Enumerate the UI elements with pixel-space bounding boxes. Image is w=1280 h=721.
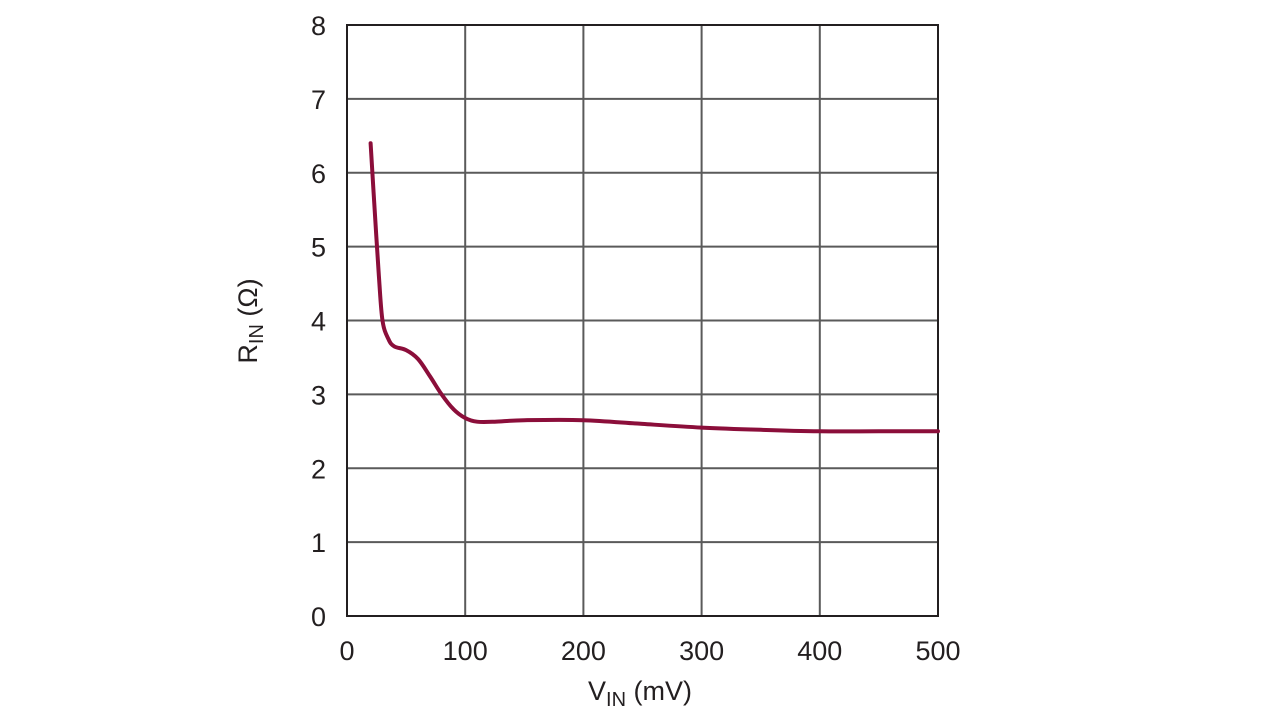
y-tick-label: 7	[311, 85, 326, 115]
y-tick-label: 5	[311, 233, 326, 263]
x-axis-title-sub: IN	[606, 689, 626, 711]
x-tick-label: 400	[797, 636, 842, 666]
plot-frame	[346, 24, 939, 617]
y-tick-labels: 0 1 2 3 4 5 6 7 8	[311, 11, 326, 632]
x-tick-label: 200	[561, 636, 606, 666]
y-tick-label: 1	[311, 528, 326, 558]
grid	[347, 25, 938, 616]
x-axis-title-main: V	[588, 676, 606, 706]
y-tick-label: 6	[311, 159, 326, 189]
y-axis-title-unit: (Ω)	[233, 278, 263, 324]
x-axis-title: VIN (mV)	[588, 676, 692, 711]
y-tick-label: 0	[311, 602, 326, 632]
y-tick-label: 4	[311, 307, 326, 337]
x-tick-labels: 0 100 200 300 400 500	[339, 636, 960, 666]
x-tick-label: 500	[915, 636, 960, 666]
x-tick-label: 100	[443, 636, 488, 666]
y-axis-title: RIN (Ω)	[233, 278, 268, 363]
x-tick-label: 0	[339, 636, 354, 666]
x-tick-label: 300	[679, 636, 724, 666]
y-tick-label: 2	[311, 454, 326, 484]
y-tick-label: 8	[311, 11, 326, 41]
y-tick-label: 3	[311, 380, 326, 410]
series-line	[368, 141, 940, 434]
x-axis-title-unit: (mV)	[626, 676, 692, 706]
y-axis-title-sub: IN	[246, 324, 268, 344]
y-axis-title-main: R	[233, 344, 263, 364]
